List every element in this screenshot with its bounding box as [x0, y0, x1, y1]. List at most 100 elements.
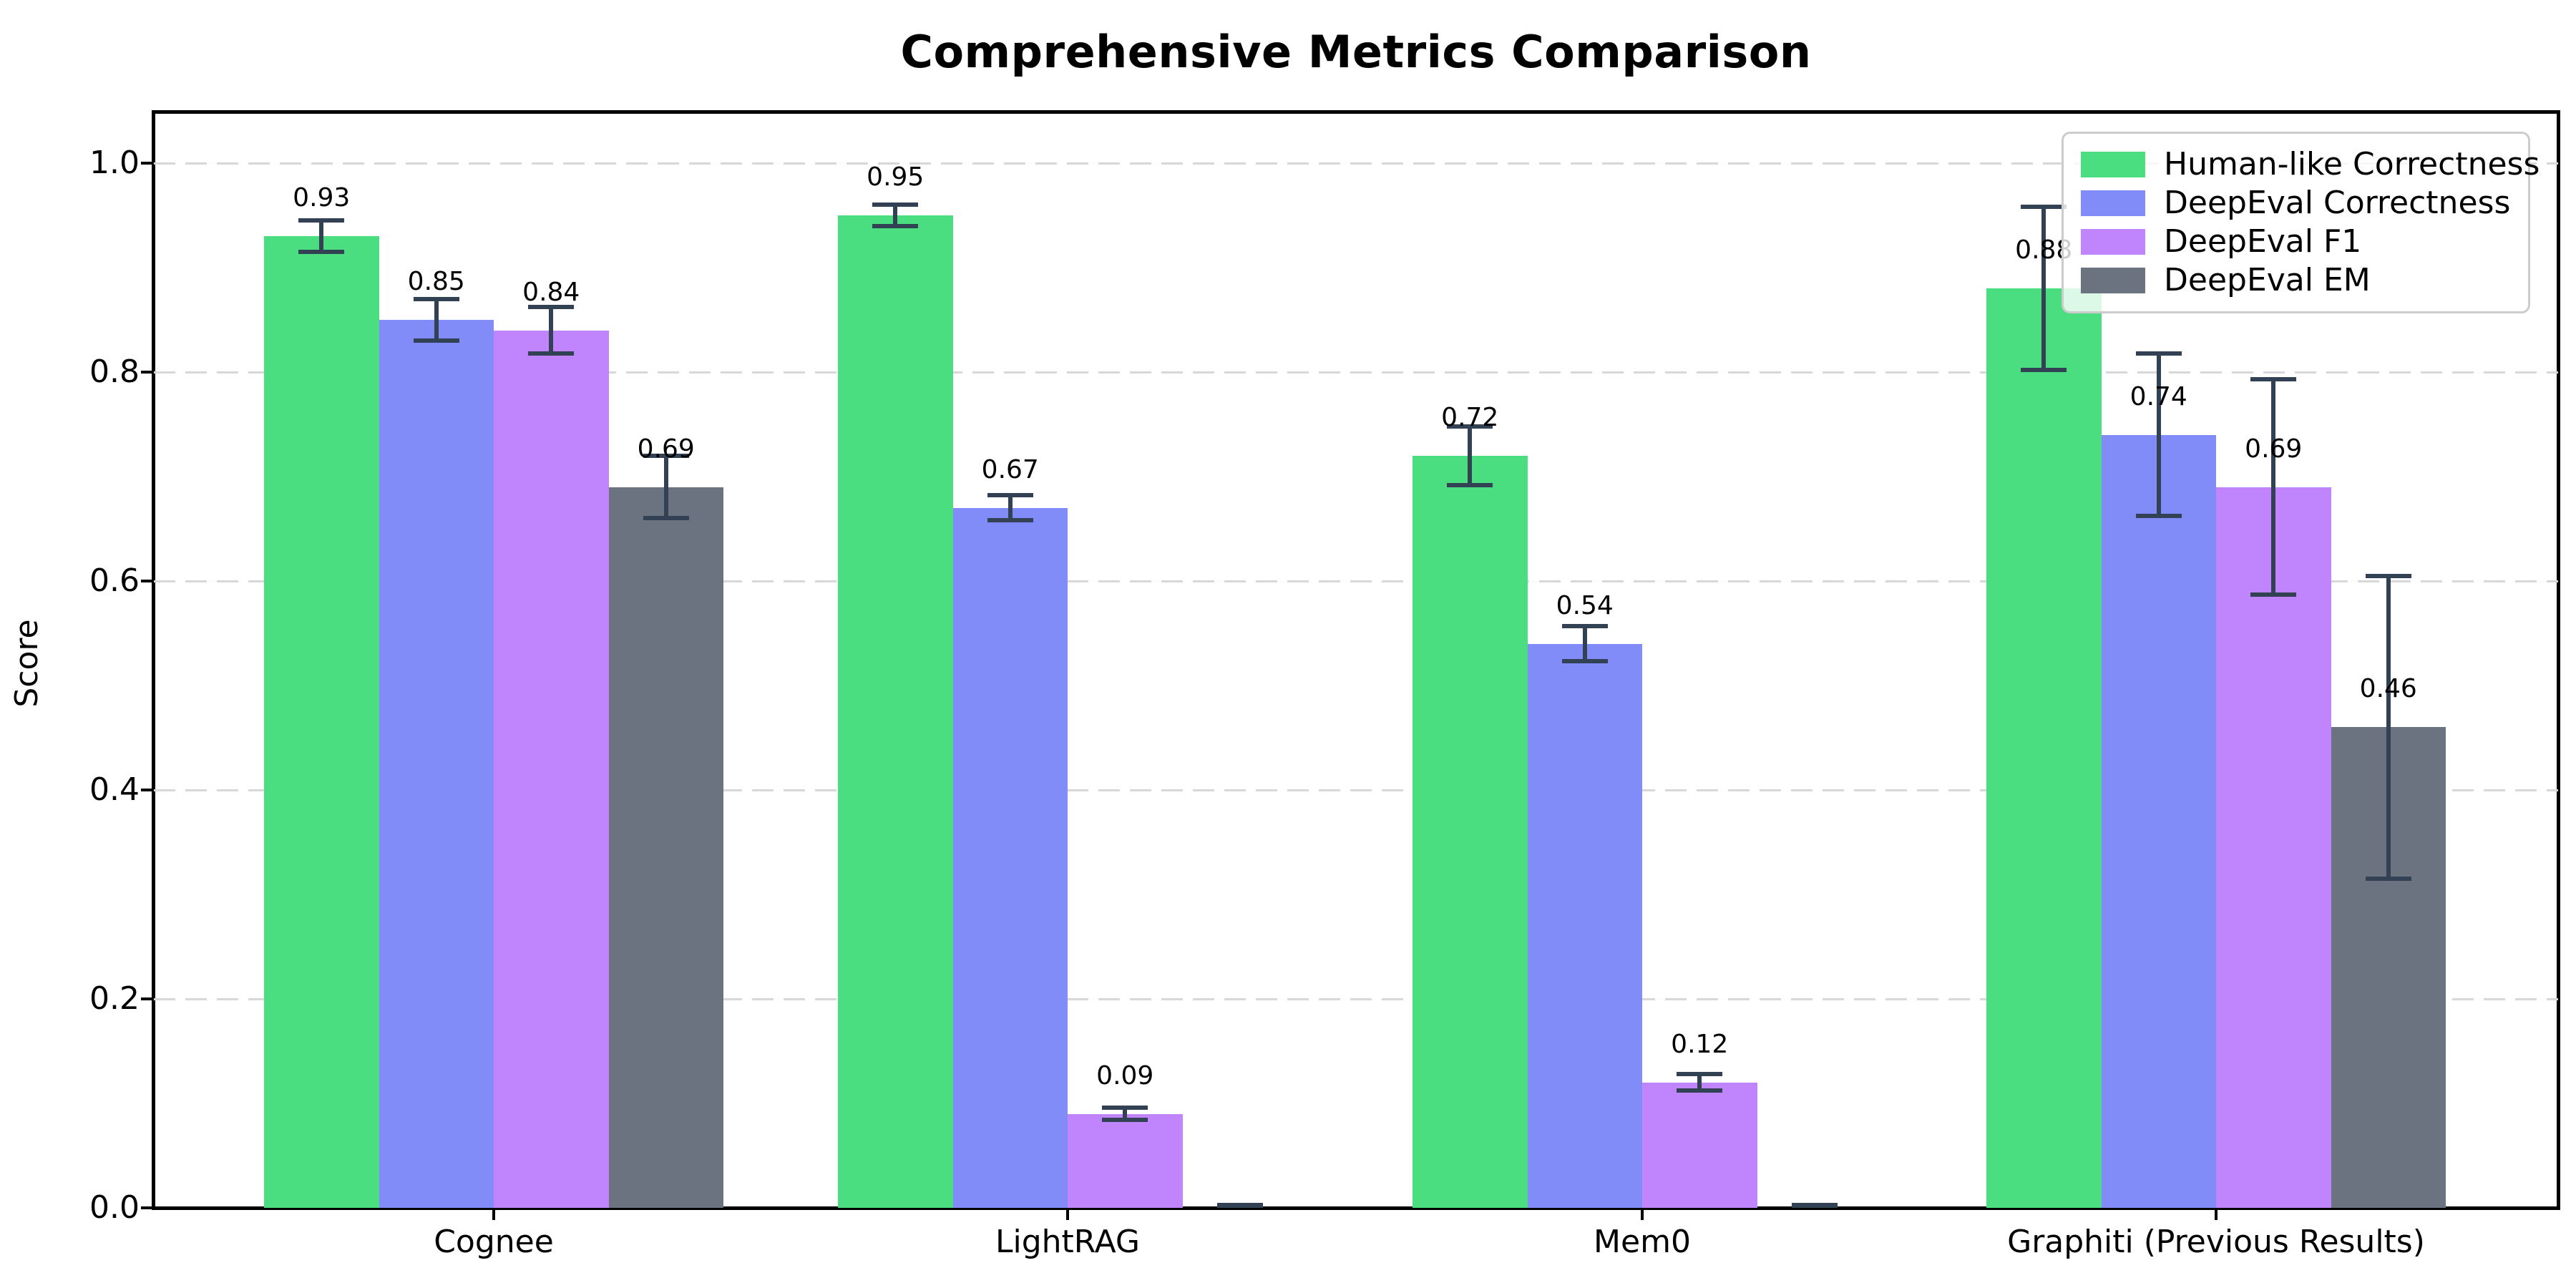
y-tick-mark-0.0: [141, 1206, 154, 1209]
y-tick-label-0.0: 0.0: [89, 1189, 140, 1226]
x-tick-mark-graphiti-previous-results: [2215, 1208, 2218, 1220]
error-bar-lightrag-deepeval-f1: [1123, 1107, 1128, 1121]
y-tick-mark-0.2: [141, 997, 154, 1000]
bar-value-label-lightrag-human-like-correctness: 0.95: [867, 162, 924, 192]
error-cap-bottom-lightrag-human-like-correctness: [872, 223, 919, 228]
error-bar-graphiti-previous-results-human-like-correctness: [2041, 207, 2046, 371]
gridline-0.4: [154, 789, 2558, 791]
error-cap-bottom-graphiti-previous-results-deepeval-correctness: [2135, 514, 2182, 519]
error-cap-top-graphiti-previous-results-deepeval-correctness: [2135, 351, 2182, 356]
y-tick-label-0.2: 0.2: [89, 980, 140, 1017]
x-tick-mark-lightrag: [1066, 1208, 1069, 1220]
y-tick-label-0.6: 0.6: [89, 562, 140, 599]
x-tick-label-lightrag: LightRAG: [995, 1224, 1141, 1260]
x-tick-label-mem0: Mem0: [1594, 1224, 1691, 1260]
error-cap-bottom-cognee-deepeval-f1: [528, 351, 575, 356]
bar-value-label-cognee-human-like-correctness: 0.93: [293, 183, 351, 213]
error-cap-bottom-cognee-human-like-correctness: [298, 250, 345, 255]
x-tick-mark-cognee: [492, 1208, 495, 1220]
legend-swatch-icon-deepeval-correctness: [2081, 190, 2145, 216]
error-cap-top-lightrag-deepeval-correctness: [987, 493, 1033, 498]
bar-value-label-mem0-human-like-correctness: 0.72: [1441, 402, 1499, 432]
bar-cognee-deepeval-correctness: [379, 320, 494, 1208]
error-cap-bottom-graphiti-previous-results-human-like-correctness: [2021, 368, 2067, 373]
error-bar-mem0-deepeval-f1: [1697, 1074, 1702, 1091]
gridline-0.2: [154, 997, 2558, 1000]
legend-swatch-icon-deepeval-f1: [2081, 229, 2145, 255]
error-cap-bottom-mem0-deepeval-em: [1791, 1206, 1838, 1208]
error-cap-bottom-cognee-deepeval-correctness: [413, 338, 459, 343]
bar-cognee-human-like-correctness: [264, 236, 379, 1208]
chart-title: Comprehensive Metrics Comparison: [900, 26, 1812, 78]
bar-graphiti-previous-results-deepeval-correctness: [2101, 434, 2216, 1208]
bar-lightrag-deepeval-correctness: [952, 507, 1068, 1208]
error-cap-top-mem0-deepeval-f1: [1677, 1072, 1723, 1077]
error-cap-bottom-lightrag-deepeval-correctness: [987, 518, 1033, 523]
y-tick-mark-0.4: [141, 789, 154, 791]
error-cap-top-cognee-deepeval-em: [643, 453, 689, 458]
error-bar-lightrag-deepeval-correctness: [1008, 495, 1013, 521]
error-cap-top-cognee-deepeval-f1: [528, 305, 575, 310]
y-tick-mark-1.0: [141, 162, 154, 165]
error-cap-bottom-lightrag-deepeval-f1: [1102, 1118, 1148, 1123]
error-bar-graphiti-previous-results-deepeval-correctness: [2156, 353, 2161, 517]
legend-label-deepeval-f1: DeepEval F1: [2164, 223, 2362, 260]
gridline-0.6: [154, 580, 2558, 582]
error-bar-mem0-human-like-correctness: [1468, 426, 1473, 485]
legend-label-human-like-correctness: Human-like Correctness: [2164, 146, 2540, 182]
error-cap-top-mem0-deepeval-correctness: [1561, 623, 1608, 628]
bar-graphiti-previous-results-deepeval-f1: [2216, 487, 2331, 1208]
x-tick-label-graphiti-previous-results: Graphiti (Previous Results): [2007, 1224, 2425, 1260]
y-tick-label-1.0: 1.0: [89, 145, 140, 181]
error-cap-bottom-mem0-human-like-correctness: [1447, 482, 1493, 487]
error-bar-lightrag-human-like-correctness: [893, 205, 898, 226]
bar-cognee-deepeval-em: [608, 487, 723, 1208]
gridline-0.8: [154, 371, 2558, 374]
legend-item-deepeval-correctness: DeepEval Correctness: [2081, 184, 2521, 223]
error-cap-top-lightrag-human-like-correctness: [872, 203, 919, 208]
bar-value-label-lightrag-deepeval-f1: 0.09: [1096, 1060, 1154, 1091]
bar-mem0-deepeval-f1: [1642, 1082, 1757, 1208]
legend-label-deepeval-correctness: DeepEval Correctness: [2164, 185, 2511, 221]
bar-value-label-mem0-deepeval-correctness: 0.54: [1556, 590, 1614, 620]
bar-value-label-cognee-deepeval-correctness: 0.85: [407, 267, 465, 296]
error-bar-cognee-deepeval-correctness: [434, 298, 439, 341]
y-tick-label-0.4: 0.4: [89, 771, 140, 808]
bar-value-label-lightrag-deepeval-correctness: 0.67: [981, 454, 1039, 484]
legend-item-human-like-correctness: Human-like Correctness: [2081, 145, 2540, 184]
bar-mem0-human-like-correctness: [1413, 455, 1528, 1208]
bar-value-label-graphiti-previous-results-deepeval-em: 0.46: [2359, 674, 2417, 704]
bar-value-label-cognee-deepeval-f1: 0.84: [522, 277, 580, 307]
legend-item-deepeval-f1: DeepEval F1: [2081, 223, 2521, 261]
error-cap-top-mem0-deepeval-em: [1791, 1202, 1838, 1207]
legend-item-deepeval-em: DeepEval EM: [2081, 261, 2521, 300]
bar-mem0-deepeval-correctness: [1527, 643, 1642, 1208]
bar-lightrag-deepeval-f1: [1068, 1113, 1183, 1208]
error-cap-bottom-cognee-deepeval-em: [643, 516, 689, 521]
error-bar-mem0-deepeval-correctness: [1582, 625, 1587, 662]
bar-graphiti-previous-results-human-like-correctness: [1986, 288, 2102, 1208]
legend-swatch-icon-deepeval-em: [2081, 268, 2145, 293]
y-tick-mark-0.8: [141, 371, 154, 374]
bar-lightrag-human-like-correctness: [838, 215, 953, 1208]
error-cap-bottom-mem0-deepeval-f1: [1677, 1088, 1723, 1093]
error-cap-top-cognee-deepeval-correctness: [413, 296, 459, 301]
error-cap-bottom-graphiti-previous-results-deepeval-f1: [2250, 592, 2297, 597]
x-tick-label-cognee: Cognee: [434, 1224, 554, 1260]
error-bar-graphiti-previous-results-deepeval-f1: [2271, 379, 2276, 595]
x-tick-mark-mem0: [1641, 1208, 1644, 1220]
error-cap-top-lightrag-deepeval-f1: [1102, 1105, 1148, 1110]
error-cap-top-lightrag-deepeval-em: [1216, 1202, 1263, 1207]
error-bar-cognee-human-like-correctness: [319, 220, 324, 253]
bar-value-label-mem0-deepeval-f1: 0.12: [1671, 1029, 1729, 1059]
y-tick-mark-0.6: [141, 580, 154, 582]
error-cap-top-graphiti-previous-results-human-like-correctness: [2021, 205, 2067, 210]
y-tick-label-0.8: 0.8: [89, 353, 140, 390]
legend: Human-like Correctness DeepEval Correctne…: [2062, 132, 2540, 313]
error-bar-graphiti-previous-results-deepeval-em: [2386, 575, 2391, 879]
legend-swatch-icon-human-like-correctness: [2081, 152, 2145, 177]
error-bar-cognee-deepeval-em: [663, 455, 668, 519]
error-cap-top-graphiti-previous-results-deepeval-em: [2365, 573, 2411, 578]
error-cap-bottom-lightrag-deepeval-em: [1216, 1206, 1263, 1208]
error-cap-top-graphiti-previous-results-deepeval-f1: [2250, 377, 2297, 382]
